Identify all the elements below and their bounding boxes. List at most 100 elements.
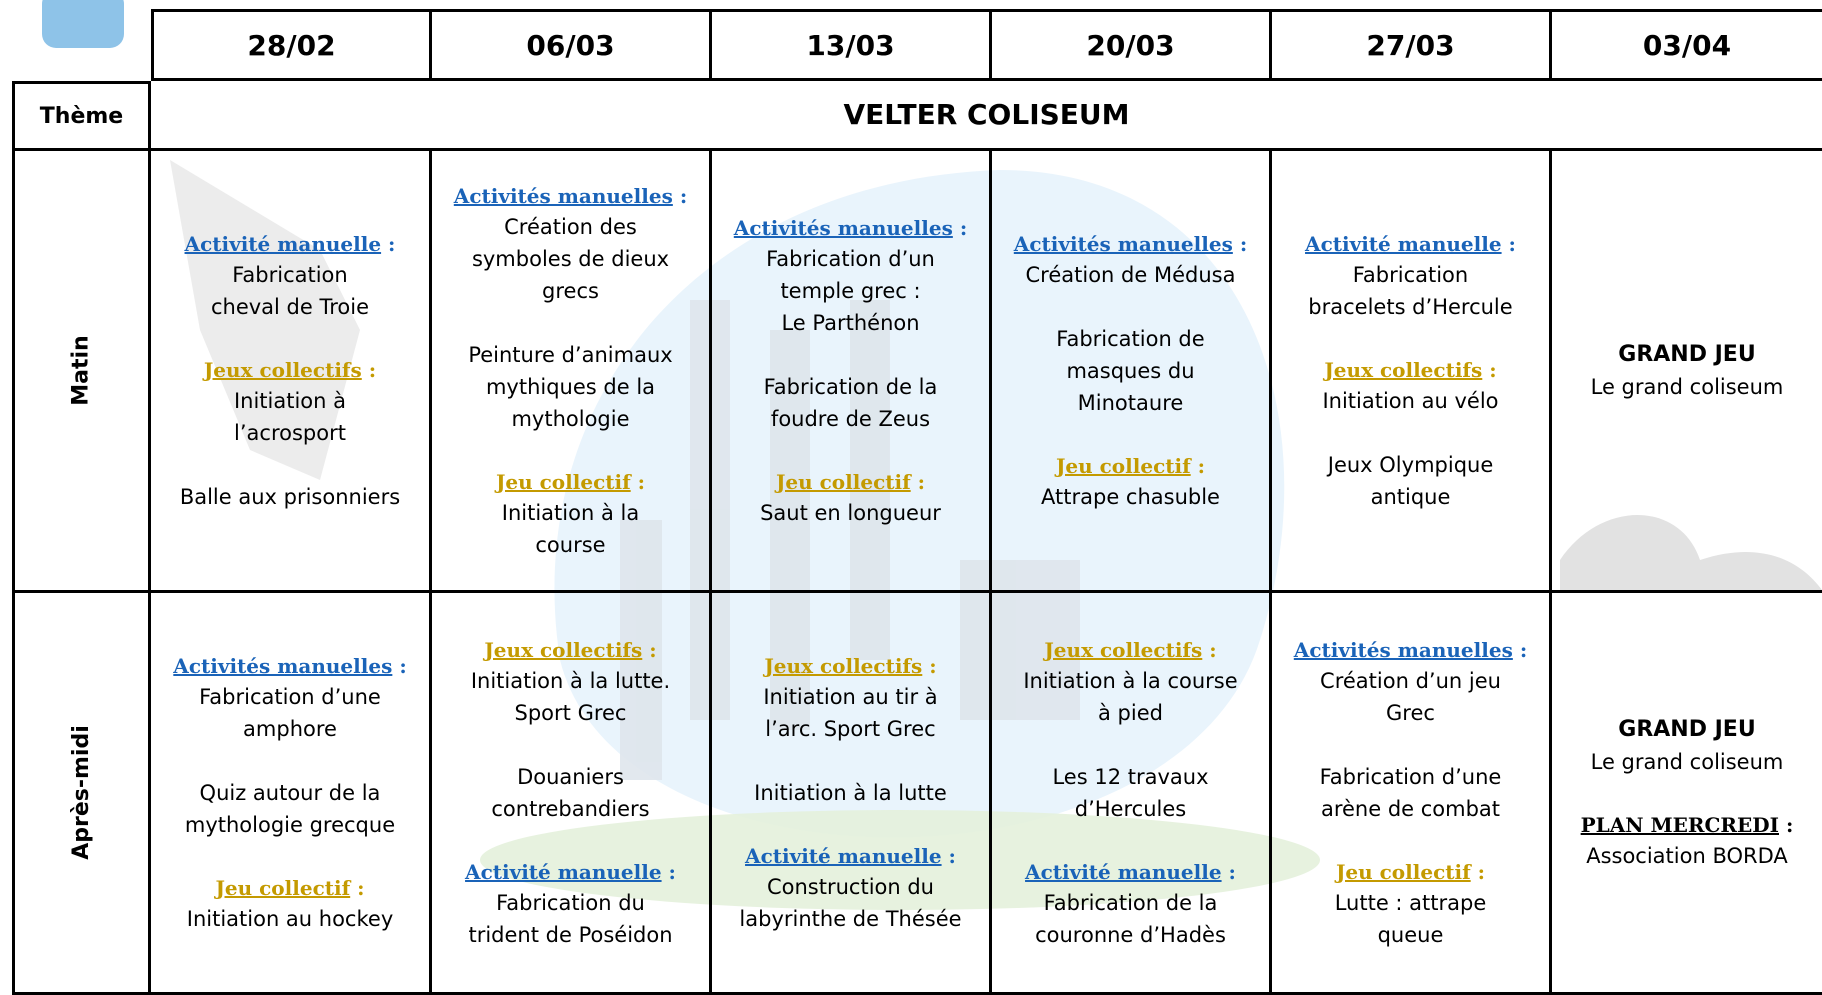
activity-line: Balle aux prisonniers <box>179 484 401 509</box>
activity-block: Activité manuelle : Fabrication bracelets … <box>1305 229 1516 323</box>
activity-block: Fabrication de la foudre de Zeus <box>764 371 938 435</box>
date: 13/03 <box>806 28 895 62</box>
heading-punct: : <box>959 215 968 240</box>
activity-block: Activités manuelles : Création de Médusa <box>1014 229 1247 291</box>
date: 03/04 <box>1642 28 1732 62</box>
heading-punct: : <box>679 183 688 208</box>
activity-line: foudre de Zeus <box>770 406 931 431</box>
activity-line: Le Parthénon <box>781 310 920 335</box>
activity-block: GRAND JEU Le grand coliseum <box>1591 714 1784 778</box>
activity-line: Attrape chasuble <box>1041 484 1220 509</box>
activity-line: Sport Grec <box>514 700 627 725</box>
activity-line: Initiation au tir à <box>763 684 938 709</box>
heading-text: Activités manuelles <box>733 215 953 240</box>
heading-text: Activités manuelles <box>173 653 393 678</box>
activity-line: Fabrication du <box>496 890 645 915</box>
heading-text: Jeu collectif <box>215 875 351 900</box>
activity-block: Activités manuelles : Fabrication d’un tem… <box>734 213 967 339</box>
row-label-cell: Après-midi <box>12 593 151 995</box>
row-label-cell: Matin <box>12 151 151 593</box>
activity-block: Jeux collectifs : Initiation à l’acrosport <box>204 355 376 449</box>
heading-punct: : <box>1508 231 1516 256</box>
activity-block: Initiation à la lutte <box>754 777 947 809</box>
block-heading: Activité manuelle : <box>465 857 676 887</box>
activity-block: Jeux collectifs : Initiation au vélo <box>1322 355 1498 417</box>
activity-line: Minotaure <box>1077 390 1184 415</box>
theme-label: Thème <box>39 103 124 129</box>
activity-block: Peinture d’animaux mythiques de la mytholo… <box>468 339 672 435</box>
heading-punct: : <box>1209 637 1217 662</box>
activity-cell: Activités manuelles : Fabrication d’un tem… <box>712 151 992 593</box>
wave <box>1560 515 1822 592</box>
activity-line: Initiation à la lutte. <box>470 668 671 693</box>
activity-block: Jeux Olympique antique <box>1328 449 1494 513</box>
heading-text: Jeux collectifs <box>1044 637 1203 662</box>
block-heading: Activités manuelles : <box>1014 229 1247 259</box>
date-cell: 28/02 <box>151 9 432 81</box>
activity-block: Jeux collectifs : Initiation au tir à l’ar… <box>763 651 937 745</box>
activity-cell: Jeux collectifs : Initiation à la lutte. S… <box>432 593 712 995</box>
date-cell: 03/04 <box>1552 9 1822 81</box>
block-heading: Activités manuelles : <box>734 213 967 243</box>
activity-line: Construction du <box>766 874 934 899</box>
heading-punct: : <box>1197 453 1206 478</box>
activity-line: Jeux Olympique <box>1327 452 1494 477</box>
activity-line: Fabrication <box>232 262 348 287</box>
block-heading: Jeu collectif : <box>1041 451 1220 481</box>
theme-cell: VELTER COLISEUM <box>151 81 1822 151</box>
activity-block: Activités manuelles : Création d’un jeu Gr… <box>1294 635 1527 729</box>
activity-block: Activité manuelle : Fabrication de la cour… <box>1025 857 1236 951</box>
activity-block: Activité manuelle : Fabrication du trident… <box>465 857 676 951</box>
block-heading: Jeux collectifs : <box>763 651 937 681</box>
activity-line: l’acrosport <box>234 420 346 445</box>
activity-line: Création de Médusa <box>1025 262 1236 287</box>
heading-punct: : <box>1228 859 1236 884</box>
activity-line: Initiation à la course <box>1023 668 1238 693</box>
activity-line: Grec <box>1386 700 1435 725</box>
block-heading: Activité manuelle : <box>739 841 961 871</box>
activity-block: Jeu collectif : Saut en longueur <box>760 467 941 529</box>
activity-line: Les 12 travaux <box>1052 764 1209 789</box>
activity-line: Fabrication <box>1352 262 1469 287</box>
heading-punct: : <box>917 469 926 494</box>
heading-text: Jeu collectif <box>1335 859 1471 884</box>
heading-punct: : <box>1239 231 1248 256</box>
activity-line: couronne d’Hadès <box>1035 922 1226 947</box>
heading-punct: : <box>357 875 365 900</box>
activity-line: Douaniers <box>517 764 624 789</box>
activity-line: à pied <box>1098 700 1163 725</box>
heading-text: Jeu collectif <box>495 469 631 494</box>
heading-text: Activité manuelle <box>465 859 662 884</box>
heading-text: PLAN MERCREDI <box>1580 812 1779 837</box>
heading-punct: : <box>1519 637 1528 662</box>
date-cell: 06/03 <box>432 9 712 81</box>
activity-block: Fabrication de masques du Minotaure <box>1056 323 1204 419</box>
heading-text: Activités manuelles <box>1293 637 1513 662</box>
activity-line: arène de combat <box>1320 796 1501 821</box>
activity-line: Fabrication d’une <box>199 684 381 709</box>
block-heading: Jeu collectif : <box>496 467 645 497</box>
block-heading: Jeu collectif : <box>760 467 941 497</box>
activity-line: Le grand coliseum <box>1590 749 1784 774</box>
activity-line: Le grand coliseum <box>1590 374 1784 399</box>
activity-block: Jeu collectif : Initiation à la course <box>496 467 645 561</box>
block-heading: Activité manuelle : <box>1305 229 1516 259</box>
activity-line: Fabrication d’un <box>766 246 935 271</box>
activity-block: Balle aux prisonniers <box>180 481 400 513</box>
heading-punct: : <box>1477 859 1486 884</box>
heading-text: Jeu collectif <box>1055 453 1191 478</box>
activity-line: masques du <box>1066 358 1195 383</box>
heading-punct: : <box>399 653 407 678</box>
activity-block: Jeux collectifs : Initiation à la course à… <box>1023 635 1237 729</box>
heading-punct: : <box>388 231 396 256</box>
activity-block: Quiz autour de la mythologie grecque <box>185 777 395 841</box>
activity-line: grecs <box>542 278 599 303</box>
activity-block: Jeu collectif : Attrape chasuble <box>1041 451 1220 513</box>
block-heading: Jeux collectifs : <box>1322 355 1498 385</box>
activity-line: Initiation à <box>233 388 347 413</box>
activity-line: Lutte : attrape <box>1334 890 1487 915</box>
heading-text: Jeu collectif <box>775 469 911 494</box>
row-label: Matin <box>69 335 94 406</box>
activity-cell: GRAND JEU Le grand coliseum PLAN MERCREDI … <box>1552 593 1822 995</box>
